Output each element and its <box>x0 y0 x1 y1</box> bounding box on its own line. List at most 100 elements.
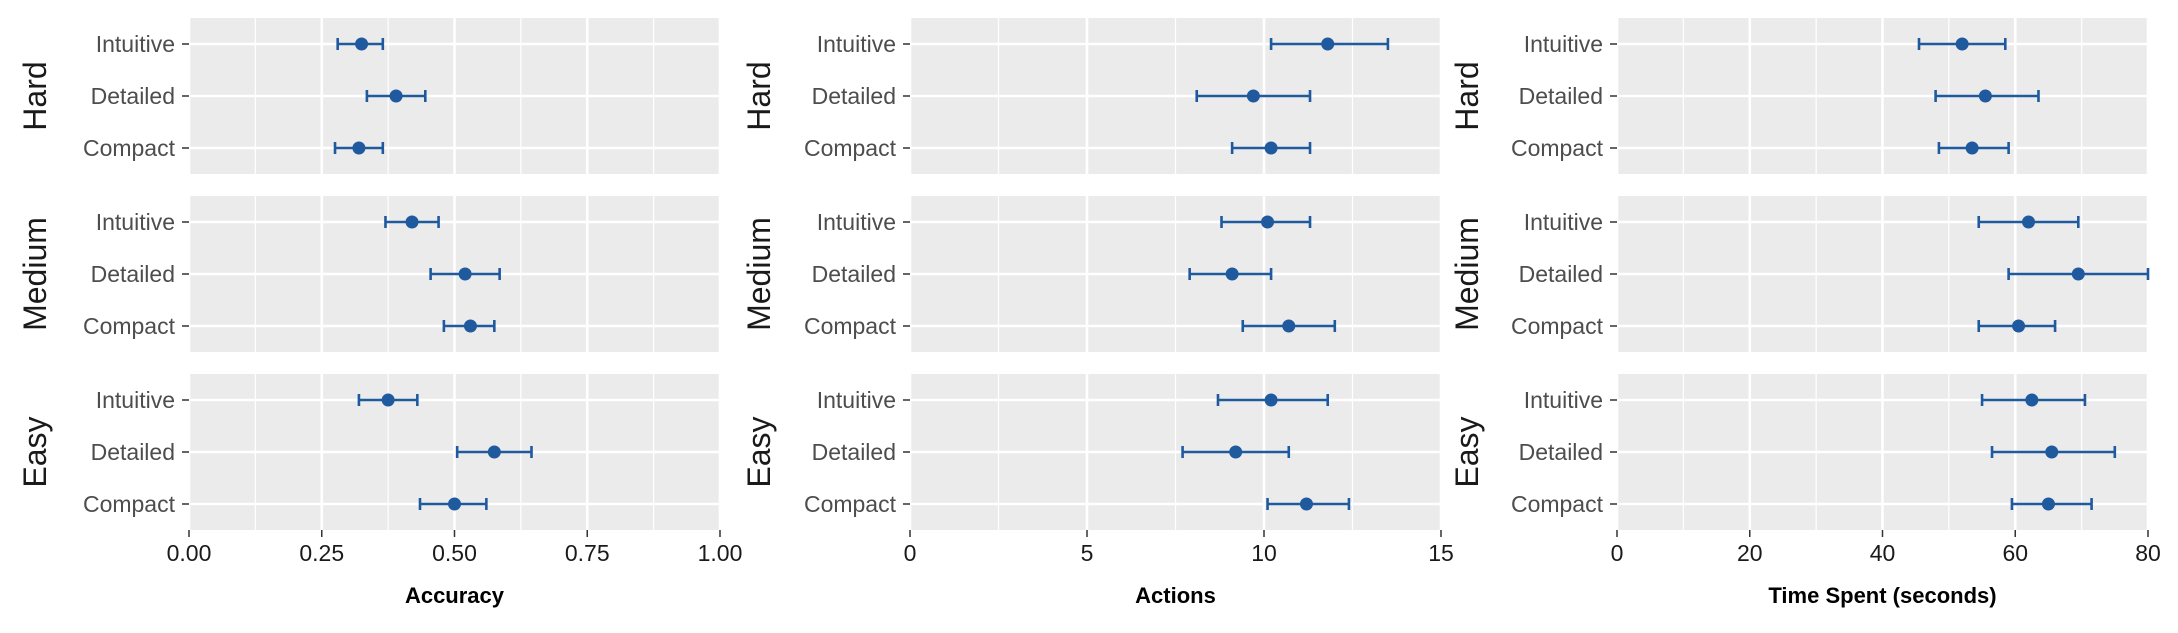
data-point <box>463 319 477 333</box>
data-point <box>2045 445 2059 459</box>
facet-panel-medium: Intuitive Detailed Compact Medium <box>741 196 1443 352</box>
data-point <box>352 141 366 155</box>
errorbar-medium-detailed <box>2007 267 2150 281</box>
facet-panel-hard: Intuitive Detailed Compact Hard <box>741 18 1443 174</box>
facet-panel-hard: Intuitive Detailed Compact Hard <box>1449 18 2150 174</box>
facet-label-easy: Easy <box>1449 416 1485 487</box>
data-point <box>1229 445 1243 459</box>
category-label-detailed: Detailed <box>91 261 175 287</box>
errorbar-hard-detailed <box>1195 89 1312 103</box>
category-label-intuitive: Intuitive <box>96 387 175 413</box>
x-tick-label: 1.00 <box>698 540 743 566</box>
x-tick-label: 0 <box>904 540 917 566</box>
facet-panel-easy: Intuitive Detailed Compact Easy <box>741 374 1443 530</box>
errorbar-medium-compact <box>1241 319 1337 333</box>
category-label-detailed: Detailed <box>91 439 175 465</box>
category-label-intuitive: Intuitive <box>1524 31 1603 57</box>
x-tick-label: 40 <box>1870 540 1896 566</box>
facet-label-easy: Easy <box>17 416 53 487</box>
chart-3: Intuitive Detailed Compact Hard Intuitive Det… <box>1449 18 2161 608</box>
x-tick-label: 10 <box>1251 540 1277 566</box>
errorbar-medium-detailed <box>1188 267 1273 281</box>
x-tick-label: 0.75 <box>565 540 610 566</box>
category-label-intuitive: Intuitive <box>817 209 896 235</box>
errorbar-medium-intuitive <box>384 215 440 229</box>
category-label-detailed: Detailed <box>1519 261 1603 287</box>
errorbar-easy-intuitive <box>1216 393 1330 407</box>
errorbar-easy-compact <box>1266 497 1351 511</box>
errorbar-hard-compact <box>1230 141 1312 155</box>
data-point <box>1321 37 1335 51</box>
errorbar-easy-compact <box>418 497 488 511</box>
chart-2: Intuitive Detailed Compact Hard Intuitive Det… <box>741 18 1454 608</box>
facet-label-medium: Medium <box>741 217 777 331</box>
category-label-compact: Compact <box>83 491 176 517</box>
facet-label-easy: Easy <box>741 416 777 487</box>
errorbar-medium-compact <box>442 319 496 333</box>
errorbar-hard-intuitive <box>336 37 385 51</box>
facet-label-hard: Hard <box>1449 61 1485 130</box>
category-label-compact: Compact <box>804 313 897 339</box>
x-tick-label: 60 <box>2002 540 2028 566</box>
category-label-compact: Compact <box>804 135 897 161</box>
errorbar-hard-compact <box>1937 141 2010 155</box>
category-label-compact: Compact <box>1511 313 1604 339</box>
category-label-intuitive: Intuitive <box>96 31 175 57</box>
category-label-detailed: Detailed <box>91 83 175 109</box>
data-point <box>2012 319 2026 333</box>
x-tick-label: 20 <box>1737 540 1763 566</box>
errorbar-medium-intuitive <box>1220 215 1312 229</box>
data-point <box>1264 393 1278 407</box>
x-tick-label: 0.50 <box>432 540 477 566</box>
errorbar-hard-detailed <box>1934 89 2040 103</box>
category-label-compact: Compact <box>804 491 897 517</box>
data-point <box>1299 497 1313 511</box>
errorbar-hard-compact <box>333 141 385 155</box>
category-label-intuitive: Intuitive <box>96 209 175 235</box>
errorbar-hard-intuitive <box>1917 37 2007 51</box>
data-point <box>389 89 403 103</box>
data-point <box>1282 319 1296 333</box>
x-tick-label: 80 <box>2135 540 2161 566</box>
errorbar-hard-detailed <box>365 89 427 103</box>
chart-1: Intuitive Detailed Compact Hard Intuitive Det… <box>17 18 742 608</box>
data-point <box>448 497 461 511</box>
data-point <box>2071 267 2085 281</box>
data-point <box>487 445 501 459</box>
x-axis-title: Actions <box>1135 583 1216 608</box>
errorbar-medium-intuitive <box>1977 215 2080 229</box>
facet-panel-medium: Intuitive Detailed Compact Medium <box>1449 196 2150 352</box>
category-label-intuitive: Intuitive <box>817 31 896 57</box>
data-point <box>2041 497 2055 511</box>
x-tick-label: 0 <box>1611 540 1624 566</box>
data-point <box>1955 37 1969 51</box>
facet-label-hard: Hard <box>741 61 777 130</box>
errorbar-medium-compact <box>1977 319 2057 333</box>
facet-panel-medium: Intuitive Detailed Compact Medium <box>17 196 722 352</box>
x-tick-label: 15 <box>1428 540 1454 566</box>
data-point <box>1225 267 1239 281</box>
data-point <box>405 215 419 229</box>
x-axis-title: Time Spent (seconds) <box>1768 583 1996 608</box>
category-label-compact: Compact <box>1511 491 1604 517</box>
category-label-compact: Compact <box>83 313 176 339</box>
errorbar-easy-compact <box>2010 497 2093 511</box>
errorbar-hard-intuitive <box>1269 37 1390 51</box>
facet-label-medium: Medium <box>1449 217 1485 331</box>
facet-panel-easy: Intuitive Detailed Compact Easy <box>17 374 722 530</box>
facet-panel-hard: Intuitive Detailed Compact Hard <box>17 18 722 174</box>
category-label-detailed: Detailed <box>812 439 896 465</box>
data-point <box>355 37 369 51</box>
errorbar-easy-intuitive <box>357 393 419 407</box>
category-label-intuitive: Intuitive <box>817 387 896 413</box>
data-point <box>458 267 472 281</box>
data-point <box>1261 215 1275 229</box>
data-point <box>1965 141 1979 155</box>
category-label-intuitive: Intuitive <box>1524 209 1603 235</box>
data-point <box>2025 393 2039 407</box>
category-label-intuitive: Intuitive <box>1524 387 1603 413</box>
facet-label-hard: Hard <box>17 61 53 130</box>
x-tick-label: 0.00 <box>167 540 212 566</box>
category-label-compact: Compact <box>1511 135 1604 161</box>
